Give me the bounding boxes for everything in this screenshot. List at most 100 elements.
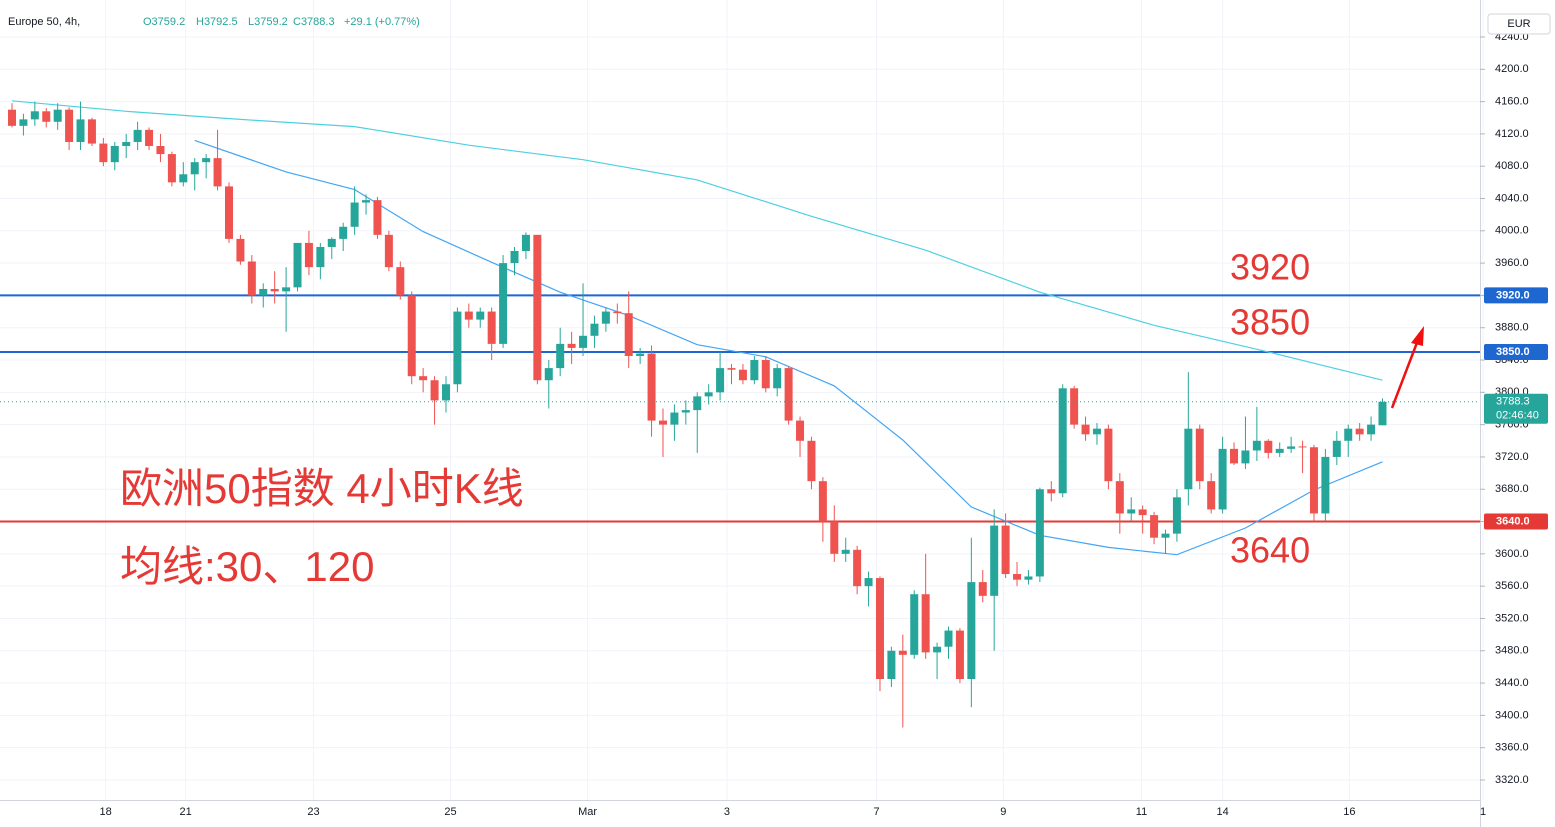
- candle-body: [933, 646, 942, 653]
- candle-body: [1013, 574, 1022, 580]
- candle-body: [521, 234, 530, 251]
- candle-body: [590, 323, 599, 336]
- candle-body: [373, 200, 382, 235]
- y-tick-label: 3320.0: [1495, 774, 1529, 786]
- annotation: 欧洲50指数 4小时K线: [120, 465, 524, 512]
- candle-body: [1218, 448, 1227, 510]
- x-tick-label: 1: [1480, 806, 1486, 818]
- x-tick-label: 14: [1216, 806, 1228, 818]
- candle-body: [704, 392, 713, 397]
- candle-body: [1081, 424, 1090, 435]
- y-tick-label: 3400.0: [1495, 709, 1529, 721]
- candle-body: [65, 109, 74, 142]
- y-tick-label: 4040.0: [1495, 192, 1529, 204]
- annotation: 均线:30、120: [120, 543, 374, 590]
- candle-body: [556, 343, 565, 369]
- currency[interactable]: EUR: [1507, 18, 1530, 30]
- candle-body: [853, 549, 862, 587]
- candle-body: [944, 630, 953, 647]
- candle-body: [1241, 450, 1250, 464]
- x-tick-label: 21: [179, 806, 191, 818]
- x-tick-label: 11: [1136, 806, 1147, 818]
- last-price-box: [1484, 393, 1548, 424]
- candle-body: [282, 287, 291, 292]
- candle-body: [19, 119, 28, 126]
- candle-body: [1150, 515, 1159, 538]
- candle-body: [7, 109, 16, 126]
- candle-body: [247, 261, 256, 296]
- candle-body: [807, 440, 816, 482]
- candle-body: [658, 420, 667, 425]
- x-tick-label: 9: [1000, 806, 1006, 818]
- candle-body: [670, 412, 679, 425]
- candle-body: [202, 158, 211, 163]
- candle-body: [1344, 428, 1353, 441]
- candle-body: [693, 396, 702, 411]
- x-tick-label: 3: [724, 806, 730, 818]
- candle-body: [87, 119, 96, 144]
- candle-body: [636, 353, 645, 356]
- candle-body: [898, 650, 907, 655]
- candle-body: [1207, 481, 1216, 510]
- candle-body: [190, 162, 199, 175]
- currency-box[interactable]: [1487, 13, 1551, 35]
- candle-body: [544, 368, 553, 381]
- y-tick-label: 3520.0: [1495, 612, 1529, 624]
- candle-body: [419, 376, 428, 381]
- candle-body: [339, 226, 348, 239]
- y-tick-label: 3360.0: [1495, 742, 1529, 754]
- candle-body: [1161, 533, 1170, 538]
- candle-body: [1230, 448, 1239, 464]
- candle-body: [396, 267, 405, 296]
- last-price-label: 3788.3: [1496, 396, 1530, 408]
- candle-body: [830, 521, 839, 554]
- candle-body: [213, 158, 222, 187]
- candle-body: [1367, 424, 1376, 435]
- candle-body: [510, 250, 519, 264]
- candle-body: [967, 582, 976, 680]
- symbol: Europe 50, 4h,: [8, 16, 80, 28]
- open-label: O3759.2: [143, 16, 185, 28]
- candle-body: [784, 368, 793, 421]
- candle-body: [1070, 388, 1079, 425]
- candle-body: [259, 288, 268, 296]
- candle-body: [110, 146, 119, 163]
- candle-body: [1275, 448, 1284, 453]
- y-tick-label: 3480.0: [1495, 645, 1529, 657]
- candle-body: [818, 481, 827, 522]
- candle-body: [1058, 388, 1067, 494]
- y-tick-label: 3880.0: [1495, 322, 1529, 334]
- candle-body: [156, 146, 165, 155]
- candle-body: [304, 242, 313, 268]
- candle-body: [761, 360, 770, 389]
- candle-body: [476, 311, 485, 320]
- candle-body: [76, 119, 85, 142]
- x-tick-label: 25: [444, 806, 456, 818]
- candle-body: [1264, 440, 1273, 453]
- candle-body: [579, 335, 588, 348]
- candle-body: [955, 630, 964, 680]
- annotation: 3920: [1230, 247, 1310, 288]
- level-label-box: [1484, 287, 1548, 304]
- candle-body: [384, 234, 393, 268]
- candle-body: [30, 111, 39, 120]
- candle-body: [910, 594, 919, 655]
- y-tick-label: 4160.0: [1495, 96, 1529, 108]
- candle-body: [978, 582, 987, 596]
- candle-body: [875, 578, 884, 680]
- close-label: C3788.3: [293, 16, 335, 28]
- candle-body: [887, 650, 896, 680]
- candle-body: [1355, 428, 1364, 435]
- candle-body: [921, 594, 930, 653]
- candle-body: [133, 129, 142, 142]
- candle-body: [796, 420, 805, 441]
- level-label: 3920.0: [1496, 289, 1530, 301]
- candle-body: [750, 360, 759, 381]
- candle-body: [716, 368, 725, 393]
- candle-body: [316, 246, 325, 268]
- candle-body: [350, 202, 359, 227]
- candle-body: [270, 288, 279, 292]
- moving-average: [194, 139, 1383, 556]
